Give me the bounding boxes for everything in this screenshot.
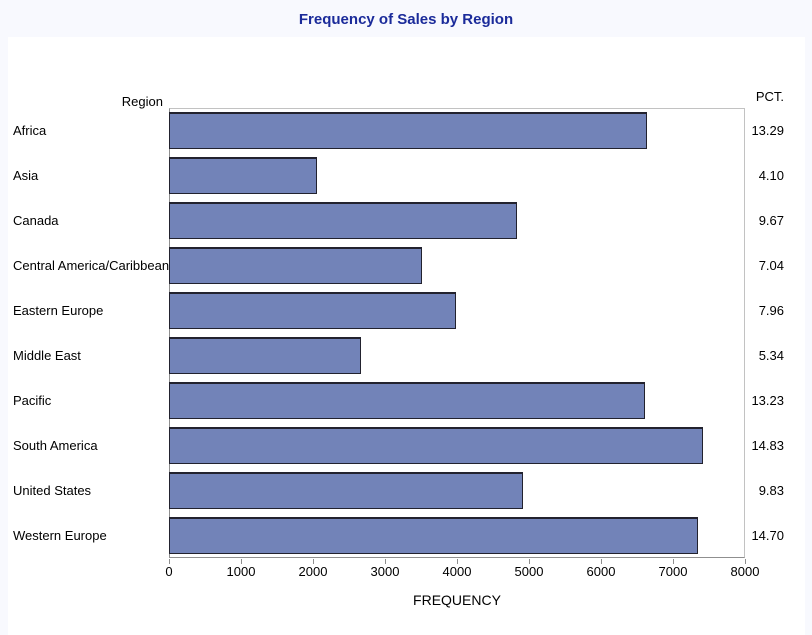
pct-value-western-europe: 14.70 xyxy=(751,528,784,543)
bar-western-europe xyxy=(169,517,698,554)
pct-value-canada: 9.67 xyxy=(758,213,784,228)
pct-value-eastern-europe: 7.96 xyxy=(758,303,784,318)
category-label-central-america-caribbean: Central America/Caribbean xyxy=(13,258,170,273)
pct-value-united-states: 9.83 xyxy=(758,483,784,498)
bar-canada xyxy=(169,202,517,239)
x-tick-label-2000: 2000 xyxy=(298,564,328,579)
x-tick-8000 xyxy=(745,559,746,564)
x-tick-7000 xyxy=(673,559,674,564)
pct-column-header: PCT. xyxy=(755,89,784,104)
category-label-canada: Canada xyxy=(13,213,59,228)
category-label-pacific: Pacific xyxy=(13,393,52,408)
x-tick-6000 xyxy=(601,559,602,564)
pct-value-africa: 13.29 xyxy=(751,123,784,138)
pct-value-south-america: 14.83 xyxy=(751,438,784,453)
category-label-united-states: United States xyxy=(13,483,92,498)
category-axis-title: Region xyxy=(121,94,163,109)
plot-area xyxy=(169,108,745,558)
x-tick-label-3000: 3000 xyxy=(370,564,400,579)
category-label-africa: Africa xyxy=(13,123,47,138)
x-tick-0 xyxy=(169,559,170,564)
x-tick-5000 xyxy=(529,559,530,564)
category-label-middle-east: Middle East xyxy=(13,348,81,363)
pct-value-central-america-caribbean: 7.04 xyxy=(758,258,784,273)
category-label-eastern-europe: Eastern Europe xyxy=(13,303,104,318)
x-tick-4000 xyxy=(457,559,458,564)
x-tick-label-4000: 4000 xyxy=(442,564,472,579)
x-tick-label-5000: 5000 xyxy=(514,564,544,579)
x-tick-label-1000: 1000 xyxy=(226,564,256,579)
x-tick-label-6000: 6000 xyxy=(586,564,616,579)
pct-value-middle-east: 5.34 xyxy=(758,348,784,363)
pct-value-asia: 4.10 xyxy=(758,168,784,183)
category-label-asia: Asia xyxy=(13,168,39,183)
x-tick-label-8000: 8000 xyxy=(730,564,760,579)
x-tick-label-0: 0 xyxy=(165,564,173,579)
category-label-south-america: South America xyxy=(13,438,98,453)
bar-united-states xyxy=(169,472,523,509)
bar-eastern-europe xyxy=(169,292,456,329)
bar-south-america xyxy=(169,427,703,464)
chart-title: Frequency of Sales by Region xyxy=(298,11,514,28)
bar-asia xyxy=(169,157,317,194)
x-axis-title: FREQUENCY xyxy=(413,592,501,608)
bar-pacific xyxy=(169,382,645,419)
bar-central-america-caribbean xyxy=(169,247,422,284)
pct-value-pacific: 13.23 xyxy=(751,393,784,408)
x-tick-1000 xyxy=(241,559,242,564)
bar-africa xyxy=(169,112,647,149)
x-tick-label-7000: 7000 xyxy=(658,564,688,579)
category-label-western-europe: Western Europe xyxy=(13,528,107,543)
bar-middle-east xyxy=(169,337,361,374)
x-tick-2000 xyxy=(313,559,314,564)
x-tick-3000 xyxy=(385,559,386,564)
